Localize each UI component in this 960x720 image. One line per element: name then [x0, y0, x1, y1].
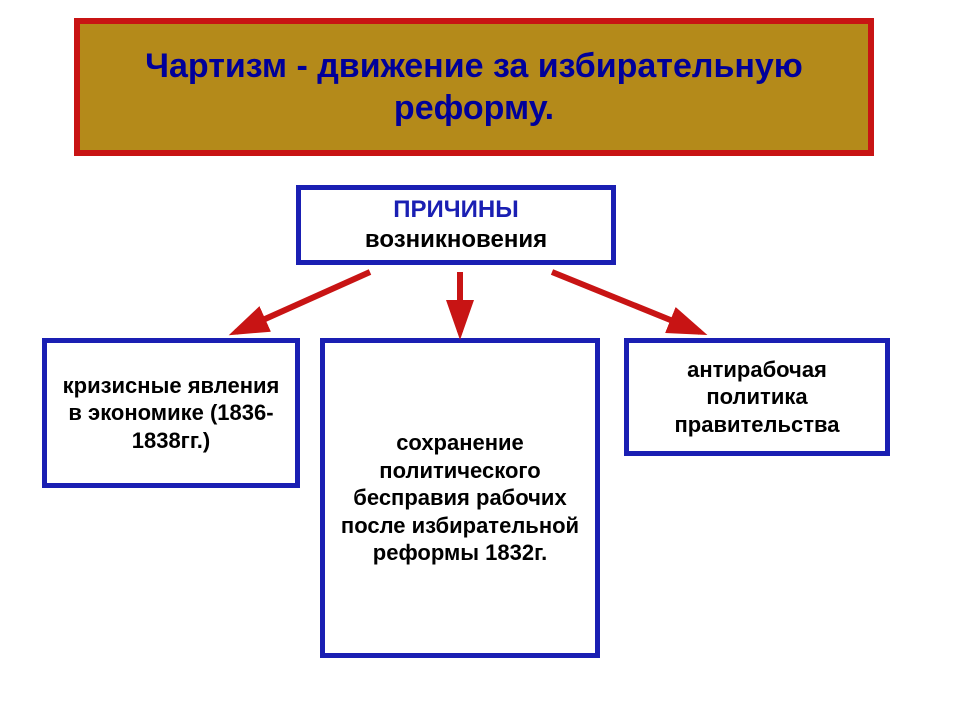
- title-text: Чартизм - движение за избирательную рефо…: [100, 45, 848, 130]
- root-node-content: ПРИЧИНЫ возникновения: [365, 195, 547, 255]
- leaf-text: сохранение политического бесправия рабоч…: [335, 429, 585, 567]
- root-line1: ПРИЧИНЫ: [365, 195, 547, 225]
- leaf-node-political: сохранение политического бесправия рабоч…: [320, 338, 600, 658]
- leaf-node-economy: кризисные явления в экономике (1836-1838…: [42, 338, 300, 488]
- diagram-title: Чартизм - движение за избирательную рефо…: [74, 18, 874, 156]
- root-line2: возникновения: [365, 225, 547, 255]
- leaf-text: кризисные явления в экономике (1836-1838…: [57, 372, 285, 455]
- root-node: ПРИЧИНЫ возникновения: [296, 185, 616, 265]
- leaf-node-policy: антирабочая политика правительства: [624, 338, 890, 456]
- leaf-text: антирабочая политика правительства: [639, 356, 875, 439]
